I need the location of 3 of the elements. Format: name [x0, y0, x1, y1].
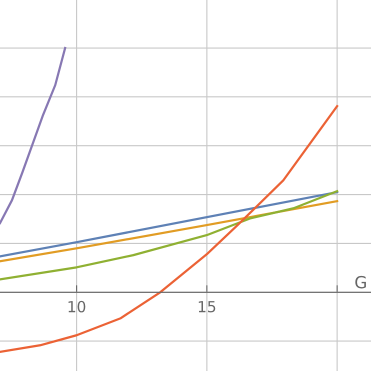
x-tick-label: 15: [198, 301, 216, 312]
x-tick-label: 10: [68, 300, 86, 312]
x-axis-title: G: [355, 276, 366, 288]
